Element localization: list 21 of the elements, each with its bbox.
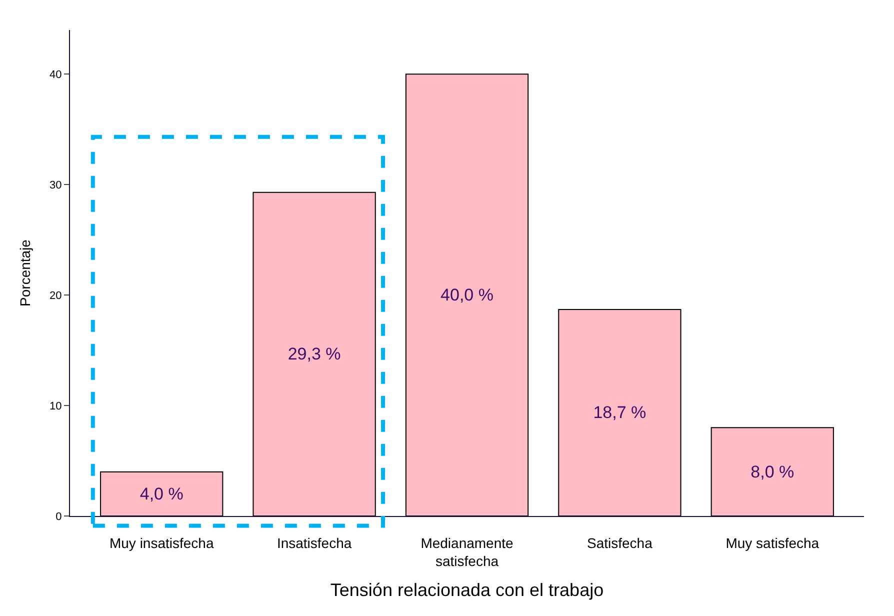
bar xyxy=(405,74,529,516)
bar xyxy=(558,308,682,516)
x-axis-title: Tensión relacionada con el trabajo xyxy=(330,580,604,600)
y-tick-label: 10 xyxy=(50,400,62,412)
data-label: 18,7 % xyxy=(593,403,646,422)
y-tick-label: 30 xyxy=(50,179,62,192)
data-label: 40,0 % xyxy=(440,286,494,305)
y-tick-label: 0 xyxy=(56,510,62,523)
x-tick-label: Muy satisfecha xyxy=(726,534,820,551)
data-label: 4,0 % xyxy=(140,484,184,504)
y-tick-label: 40 xyxy=(50,69,62,82)
y-axis-title: Porcentaje xyxy=(17,239,34,306)
data-label: 8,0 % xyxy=(750,462,794,482)
bar xyxy=(100,471,224,516)
y-tick-label: 20 xyxy=(50,290,62,302)
bar xyxy=(710,427,834,516)
x-tick-label: Insatisfecha xyxy=(276,534,352,551)
data-label: 29,3 % xyxy=(288,344,341,364)
x-tick-label: Medianamente satisfecha xyxy=(420,534,514,569)
x-tick-label: Satisfecha xyxy=(587,534,653,551)
x-tick-label: Muy insatisfecha xyxy=(109,534,214,551)
